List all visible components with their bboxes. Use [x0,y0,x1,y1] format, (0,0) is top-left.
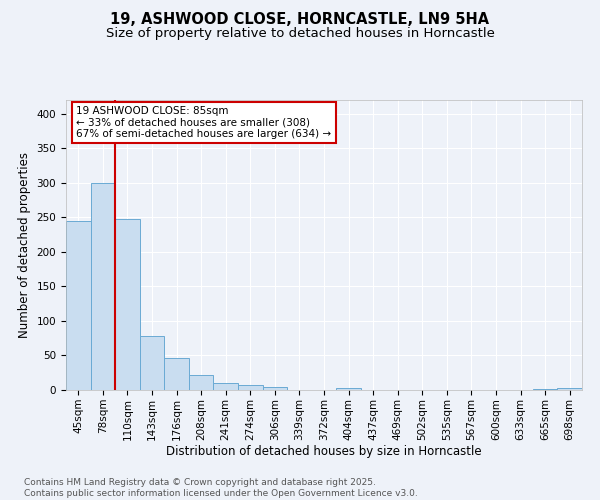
Bar [164,358,189,390]
Bar [238,385,263,390]
Bar [66,221,91,390]
Text: Contains HM Land Registry data © Crown copyright and database right 2025.
Contai: Contains HM Land Registry data © Crown c… [24,478,418,498]
Bar [263,387,287,390]
Bar [557,388,582,390]
Bar [115,219,140,390]
Bar [140,336,164,390]
Y-axis label: Number of detached properties: Number of detached properties [18,152,31,338]
Bar [214,383,238,390]
X-axis label: Distribution of detached houses by size in Horncastle: Distribution of detached houses by size … [166,446,482,458]
Bar [336,388,361,390]
Bar [533,388,557,390]
Bar [189,375,214,390]
Text: Size of property relative to detached houses in Horncastle: Size of property relative to detached ho… [106,28,494,40]
Text: 19, ASHWOOD CLOSE, HORNCASTLE, LN9 5HA: 19, ASHWOOD CLOSE, HORNCASTLE, LN9 5HA [110,12,490,28]
Bar [91,183,115,390]
Text: 19 ASHWOOD CLOSE: 85sqm
← 33% of detached houses are smaller (308)
67% of semi-d: 19 ASHWOOD CLOSE: 85sqm ← 33% of detache… [76,106,331,139]
